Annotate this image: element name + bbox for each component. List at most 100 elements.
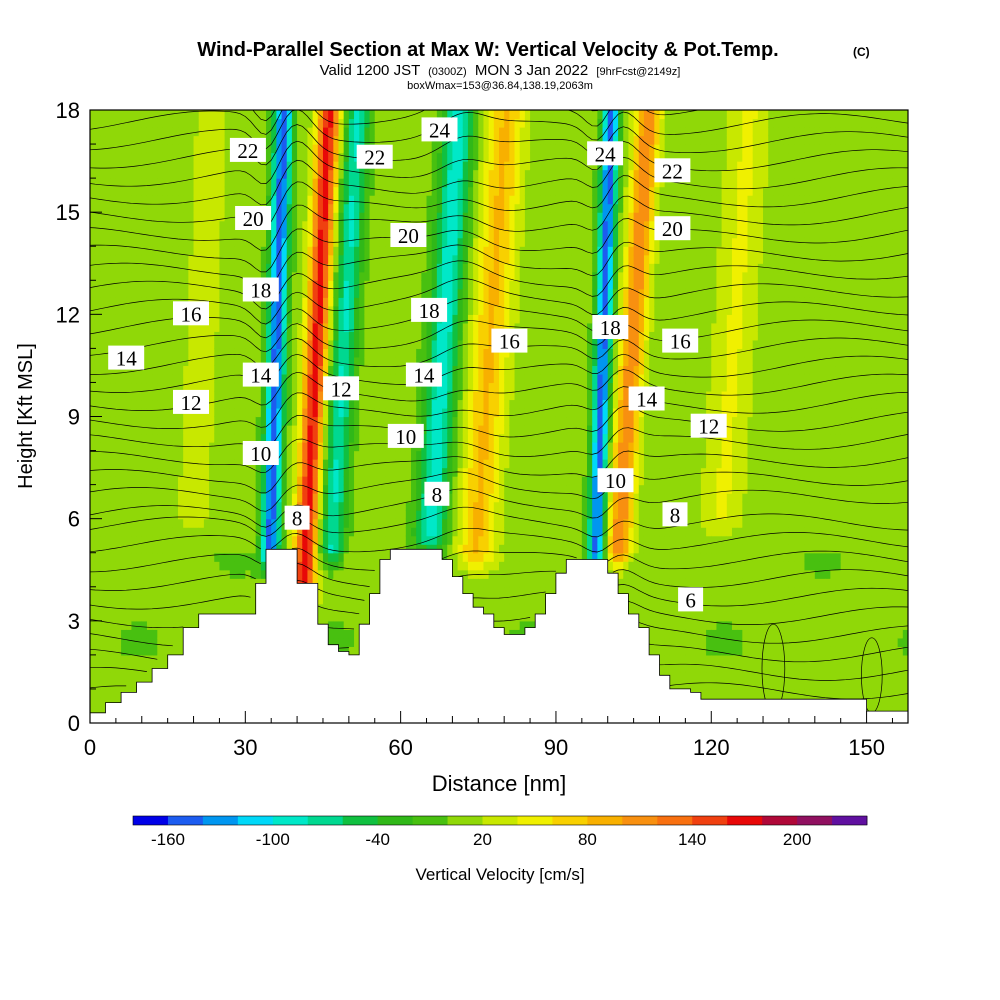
velocity-cell [193,203,200,213]
velocity-cell [286,314,293,324]
velocity-cell [105,407,112,418]
velocity-cell [188,450,195,460]
velocity-cell [379,382,386,392]
velocity-cell [188,620,195,630]
velocity-cell [245,603,252,613]
velocity-cell [322,271,329,281]
velocity-cell [416,544,422,554]
velocity-cell [193,263,200,273]
velocity-cell [431,459,438,469]
velocity-cell [193,425,200,435]
velocity-cell [90,535,96,545]
velocity-cell [364,433,371,443]
velocity-cell [369,186,376,196]
velocity-cell [436,399,443,409]
velocity-cell [328,110,334,120]
velocity-cell [369,493,376,503]
velocity-cell [426,510,433,520]
velocity-cell [178,476,184,486]
velocity-cell [105,561,112,571]
velocity-cell [271,220,277,230]
velocity-cell [105,373,112,384]
velocity-cell [126,152,133,162]
velocity-cell [214,595,221,605]
velocity-cell [121,433,127,443]
velocity-cell [343,271,350,281]
velocity-cell [421,416,428,426]
velocity-cell [333,348,340,358]
velocity-cell [405,544,412,554]
velocity-cell [115,220,122,230]
velocity-cell [364,254,371,264]
velocity-cell [416,331,422,341]
velocity-cell [390,518,397,528]
velocity-cell [385,135,391,145]
velocity-cell [286,254,293,264]
velocity-cell [333,518,340,528]
velocity-cell [203,459,210,469]
velocity-cell [328,356,334,367]
velocity-cell [172,510,179,520]
velocity-cell [343,288,350,298]
velocity-cell [297,305,303,315]
velocity-cell [354,425,360,435]
velocity-cell [385,407,391,418]
velocity-cell [183,586,189,596]
velocity-cell [286,288,293,298]
velocity-cell [379,416,386,426]
velocity-cell [348,501,355,511]
velocity-cell [328,467,334,477]
velocity-cell [229,127,236,137]
velocity-cell [395,169,402,179]
velocity-cell [162,127,169,137]
velocity-cell [333,450,340,460]
velocity-cell [146,195,153,205]
velocity-cell [385,305,391,315]
velocity-cell [317,390,324,401]
velocity-cell [400,127,407,137]
velocity-cell [136,246,143,256]
velocity-cell [152,612,158,622]
velocity-cell [359,254,365,264]
velocity-cell [333,212,340,222]
velocity-cell [291,110,298,120]
velocity-cell [126,510,133,520]
velocity-cell [400,467,407,477]
velocity-cell [167,603,174,613]
velocity-cell [436,356,443,367]
velocity-cell [115,510,122,520]
velocity-cell [359,510,365,520]
velocity-cell [369,212,376,222]
velocity-cell [229,450,236,460]
velocity-cell [188,178,195,188]
velocity-cell [95,637,101,647]
velocity-cell [416,322,422,332]
velocity-cell [121,527,127,537]
velocity-cell [172,178,179,188]
velocity-cell [90,646,96,656]
velocity-cell [348,195,355,205]
velocity-cell [297,373,303,384]
velocity-cell [229,527,236,537]
velocity-cell [167,348,174,358]
velocity-cell [219,305,226,315]
velocity-cell [203,552,210,562]
velocity-cell [307,203,314,213]
velocity-cell [209,552,215,562]
velocity-cell [131,331,138,341]
velocity-cell [178,331,184,341]
velocity-cell [90,365,96,375]
velocity-cell [209,220,215,230]
velocity-cell [167,578,174,588]
velocity-cell [90,527,96,537]
velocity-cell [219,382,226,392]
velocity-cell [395,152,402,162]
velocity-cell [322,476,329,486]
velocity-cell [297,331,303,341]
subtitle-forecast: [9hrFcst@2149z] [596,66,680,78]
velocity-cell [146,612,153,622]
velocity-cell [90,246,96,256]
velocity-cell [416,127,422,137]
velocity-cell [214,484,221,494]
velocity-cell [131,203,138,213]
